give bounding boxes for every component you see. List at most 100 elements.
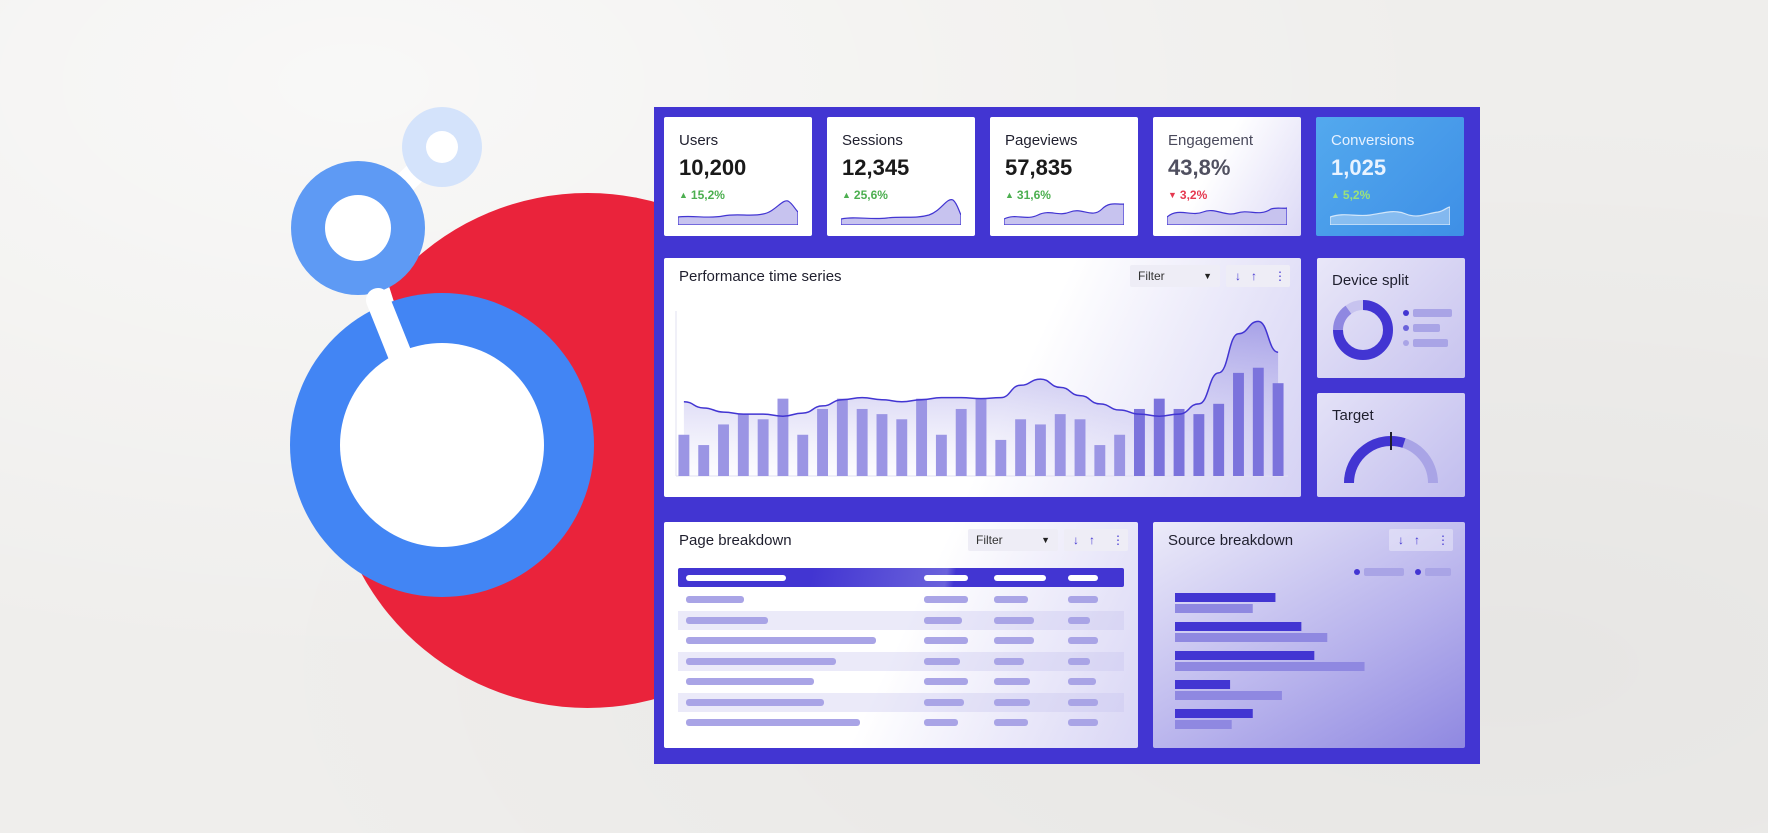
- chart-bar: [836, 398, 848, 476]
- more-options-icon[interactable]: ⋮: [1112, 533, 1124, 547]
- device-split-card: Device split: [1317, 258, 1465, 378]
- more-options-icon[interactable]: ⋮: [1274, 269, 1286, 283]
- source-bar-secondary: [1175, 662, 1365, 671]
- cell-placeholder: [686, 698, 824, 706]
- cell-placeholder: [1068, 698, 1098, 706]
- legend-placeholder: [1413, 324, 1440, 332]
- source-bar-primary: [1175, 709, 1253, 718]
- table-row[interactable]: [678, 713, 1124, 732]
- cell-placeholder: [924, 596, 968, 603]
- kpi-sparkline: [1330, 206, 1450, 225]
- kpi-title: Pageviews: [1005, 132, 1078, 149]
- cell-placeholder: [924, 698, 964, 706]
- cell-placeholder: [1068, 657, 1090, 665]
- table-row[interactable]: [678, 672, 1124, 691]
- cell-placeholder: [924, 719, 958, 726]
- page-breakdown-title: Page breakdown: [679, 532, 792, 549]
- kpi-sparkline: [1167, 207, 1287, 225]
- sort-up-icon[interactable]: ↑: [1414, 533, 1420, 547]
- chart-bar: [1153, 398, 1165, 476]
- cell-placeholder: [994, 596, 1028, 603]
- chart-bar: [757, 419, 769, 476]
- timeseries-filter-dropdown[interactable]: Filter ▼: [1130, 265, 1220, 287]
- source-bar-secondary: [1175, 633, 1328, 642]
- analytics-logo-icon: [290, 107, 594, 597]
- series-line: [683, 320, 1279, 417]
- sort-down-icon[interactable]: ↓: [1073, 533, 1079, 547]
- arrow-up-icon: ▲: [842, 190, 851, 200]
- target-title: Target: [1332, 407, 1374, 424]
- column-header-placeholder: [924, 575, 968, 581]
- chart-bar: [1213, 403, 1225, 476]
- sort-down-icon[interactable]: ↓: [1235, 269, 1241, 283]
- table-row[interactable]: [678, 590, 1124, 609]
- chart-bar: [1015, 419, 1027, 476]
- chevron-down-icon: ▼: [1203, 271, 1212, 281]
- source-bar-secondary: [1175, 691, 1282, 700]
- device-split-donut-chart: [1333, 300, 1393, 360]
- table-header: [678, 568, 1124, 587]
- source-bar-primary: [1175, 680, 1231, 689]
- cell-placeholder: [924, 616, 962, 624]
- source-breakdown-title: Source breakdown: [1168, 532, 1294, 549]
- chart-bar: [1252, 367, 1264, 476]
- legend-dot: [1403, 340, 1409, 346]
- cell-placeholder: [994, 637, 1034, 644]
- page-breakdown-filter-label: Filter: [976, 533, 1003, 547]
- chart-bar: [876, 414, 888, 476]
- cell-placeholder: [1068, 678, 1096, 685]
- table-row[interactable]: [678, 631, 1124, 650]
- kpi-card-pageviews: Pageviews 57,835 ▲ 31,6%: [990, 117, 1138, 236]
- more-options-icon[interactable]: ⋮: [1437, 533, 1449, 547]
- kpi-value: 10,200: [679, 155, 747, 180]
- cell-placeholder: [1068, 719, 1098, 726]
- kpi-delta-value: 31,6%: [1016, 188, 1051, 202]
- kpi-delta: ▲ 25,6%: [842, 188, 888, 202]
- table-row[interactable]: [678, 651, 1124, 671]
- cell-placeholder: [994, 698, 1030, 706]
- device-split-title: Device split: [1332, 272, 1409, 289]
- table-row[interactable]: [678, 610, 1124, 630]
- kpi-delta-value: 15,2%: [690, 188, 725, 202]
- kpi-title: Sessions: [842, 132, 903, 149]
- kpi-card-engagement: Engagement 43,8% ▼ 3,2%: [1153, 117, 1301, 236]
- source-breakdown-bar-chart: [1175, 593, 1365, 729]
- legend-placeholder: [1413, 339, 1448, 347]
- page-breakdown-filter-dropdown[interactable]: Filter ▼: [968, 529, 1058, 551]
- kpi-title: Engagement: [1168, 132, 1254, 149]
- arrow-down-icon: ▼: [1168, 190, 1177, 200]
- legend-placeholder: [1364, 568, 1404, 576]
- sort-up-icon[interactable]: ↑: [1251, 269, 1257, 283]
- donut-slice: [1333, 300, 1393, 360]
- arrow-up-icon: ▲: [679, 190, 688, 200]
- kpi-value: 12,345: [842, 155, 910, 180]
- table-row[interactable]: [678, 692, 1124, 712]
- column-header-placeholder: [686, 575, 786, 581]
- source-breakdown-sort-controls: ↓ ↑ ⋮: [1389, 529, 1453, 551]
- cell-placeholder: [1068, 616, 1090, 624]
- source-breakdown-card: Source breakdown ↓ ↑ ⋮: [1153, 522, 1465, 748]
- sort-up-icon[interactable]: ↑: [1089, 533, 1095, 547]
- page-breakdown-sort-controls: ↓ ↑ ⋮: [1064, 529, 1128, 551]
- timeseries-filter-label: Filter: [1138, 269, 1165, 283]
- kpi-title: Users: [679, 132, 719, 149]
- kpi-value: 43,8%: [1168, 155, 1231, 180]
- chart-bar: [777, 398, 789, 476]
- performance-time-series-card: Performance time series Filter ▼ ↓ ↑ ⋮: [664, 258, 1301, 497]
- kpi-delta-value: 5,2%: [1342, 188, 1371, 202]
- sort-down-icon[interactable]: ↓: [1398, 533, 1404, 547]
- chart-bar: [698, 445, 710, 476]
- performance-time-series-title: Performance time series: [679, 268, 842, 285]
- chart-bar: [975, 398, 987, 476]
- source-legend: [1354, 568, 1451, 576]
- chevron-down-icon: ▼: [1041, 535, 1050, 545]
- chart-bar: [1114, 434, 1126, 476]
- kpi-delta: ▼ 3,2%: [1168, 188, 1207, 202]
- cell-placeholder: [994, 678, 1030, 685]
- kpi-card-conversions: Conversions 1,025 ▲ 5,2%: [1316, 117, 1464, 236]
- cell-placeholder: [686, 596, 744, 603]
- chart-bar: [1134, 408, 1145, 476]
- kpi-value: 1,025: [1331, 155, 1387, 180]
- cell-placeholder: [1068, 637, 1098, 644]
- kpi-sparkline: [841, 199, 961, 225]
